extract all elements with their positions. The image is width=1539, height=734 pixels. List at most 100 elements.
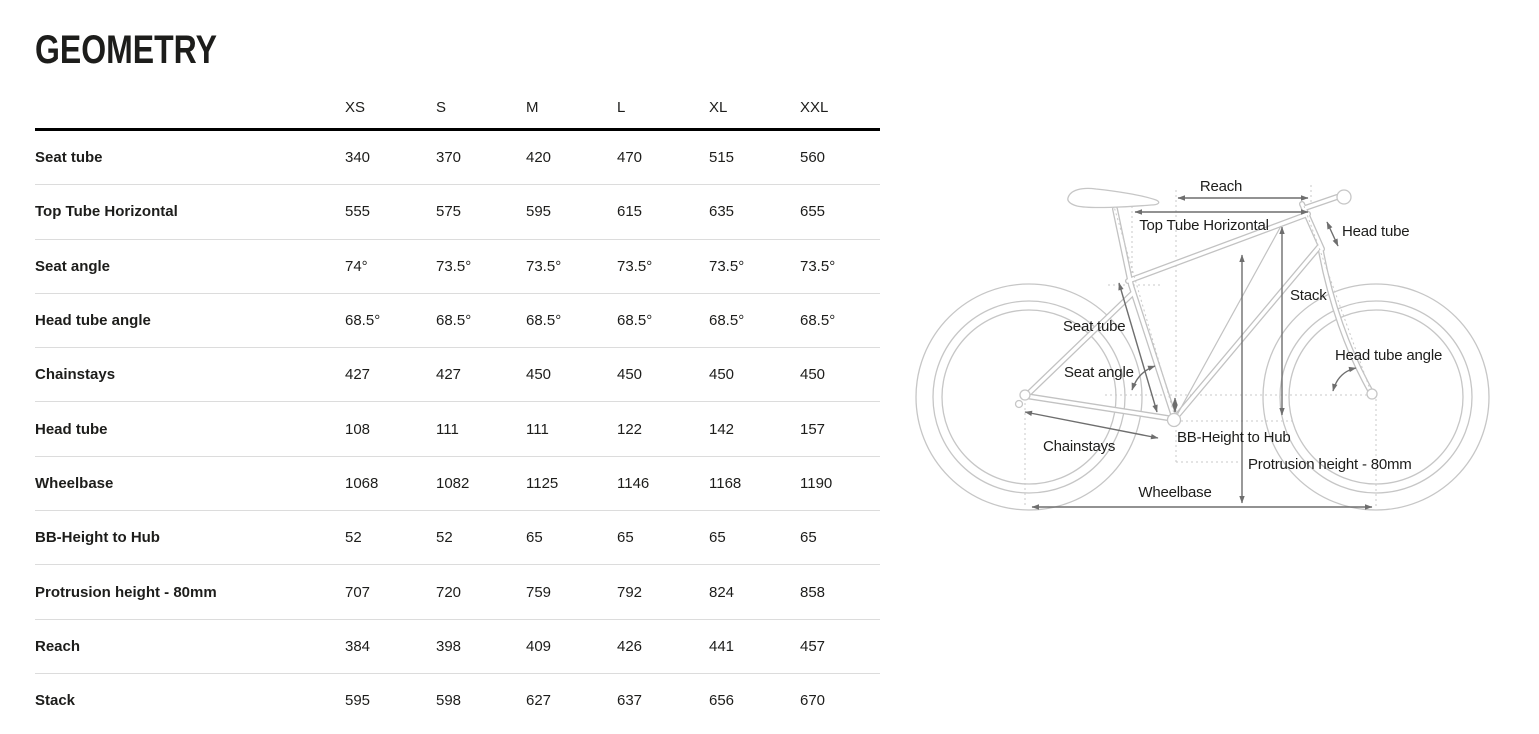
cell-value: 65 — [526, 529, 543, 547]
cell-value: 595 — [526, 203, 552, 221]
cell-value: 858 — [800, 583, 826, 601]
row-label: Wheelbase — [35, 474, 114, 492]
row-label: Reach — [35, 637, 81, 655]
cell-value: 450 — [709, 366, 735, 384]
rear-hub — [1014, 389, 1031, 409]
diagram-label-head-tube: Head tube — [1342, 223, 1409, 240]
table-row: Stack 595 598 627 637 656 670 — [35, 674, 880, 727]
row-label: Head tube angle — [35, 312, 151, 330]
table-row: Reach 384 398 409 426 441 457 — [35, 620, 880, 674]
diagram-label-stack: Stack — [1290, 287, 1327, 304]
diagram-label-seat-angle: Seat angle — [1064, 364, 1134, 381]
cell-value: 627 — [526, 692, 552, 710]
cell-value: 427 — [436, 366, 462, 384]
cell-value: 450 — [617, 366, 643, 384]
table-row: BB-Height to Hub 52 52 65 65 65 65 — [35, 511, 880, 566]
cell-value: 457 — [800, 637, 826, 655]
cell-value: 68.5° — [800, 312, 836, 330]
cell-value: 1068 — [345, 474, 379, 492]
cell-value: 111 — [526, 420, 549, 438]
cell-value: 65 — [617, 529, 634, 547]
row-label: Seat angle — [35, 257, 111, 275]
cell-value: 615 — [617, 203, 643, 221]
cell-value: 65 — [800, 529, 817, 547]
row-label: Protrusion height - 80mm — [35, 583, 217, 601]
cell-value: 1168 — [709, 474, 742, 492]
table-row: Top Tube Horizontal 555 575 595 615 635 655 — [35, 185, 880, 240]
cell-value: 656 — [709, 692, 735, 710]
table-body: Seat tube 340 370 420 470 515 560 Top Tube Hori… — [35, 131, 880, 727]
cell-value: 707 — [345, 583, 371, 601]
front-hub — [1366, 388, 1378, 400]
cell-value: 142 — [709, 420, 735, 438]
cell-value: 73.5° — [709, 257, 745, 275]
size-column-header: XS — [345, 98, 366, 116]
cell-value: 595 — [345, 692, 371, 710]
bottom-bracket — [1166, 412, 1182, 428]
table-row: Head tube 108 111 111 122 142 157 — [35, 402, 880, 457]
cell-value: 575 — [436, 203, 462, 221]
table-row: Protrusion height - 80mm 707 720 759 792 824 8… — [35, 565, 880, 620]
cell-value: 68.5° — [617, 312, 653, 330]
frame-brace-line — [1176, 225, 1282, 416]
handlebar-grip — [1336, 189, 1352, 205]
cell-value: 427 — [345, 366, 371, 384]
table-row: Seat tube 340 370 420 470 515 560 — [35, 131, 880, 186]
diagram-label-top-tube-horizontal: Top Tube Horizontal — [1139, 217, 1269, 234]
cell-value: 450 — [800, 366, 826, 384]
cell-value: 370 — [436, 149, 462, 167]
bike-geometry-diagram: Reach Top Tube Horizontal Head tube Stac… — [890, 140, 1539, 544]
row-label: Chainstays — [35, 366, 116, 384]
size-column-header: XL — [709, 98, 728, 116]
cell-value: 398 — [436, 637, 462, 655]
cell-value: 441 — [709, 637, 735, 655]
diagram-label-seat-tube: Seat tube — [1063, 318, 1125, 335]
cell-value: 68.5° — [436, 312, 472, 330]
cell-value: 450 — [526, 366, 552, 384]
table-row: Wheelbase 1068 1082 1125 1146 1168 1190 — [35, 457, 880, 512]
bike-diagram-svg: Reach Top Tube Horizontal Head tube Stac… — [915, 178, 1490, 511]
cell-value: 65 — [709, 529, 726, 547]
dimension-arrows — [1024, 195, 1373, 510]
cell-value: 68.5° — [526, 312, 562, 330]
cell-value: 792 — [617, 583, 643, 601]
cell-value: 655 — [800, 203, 826, 221]
cell-value: 73.5° — [526, 257, 562, 275]
cell-value: 426 — [617, 637, 643, 655]
cell-value: 555 — [345, 203, 371, 221]
geometry-table: XS S M L XL XXL Seat tube 340 370 420 470 515 560 To… — [35, 86, 880, 727]
cell-value: 384 — [345, 637, 371, 655]
head-tube-dimension-arrow — [1326, 221, 1339, 247]
diagram-label-bb-height-to-hub: BB-Height to Hub — [1177, 429, 1291, 446]
cell-value: 73.5° — [617, 257, 653, 275]
table-row: Head tube angle 68.5° 68.5° 68.5° 68.5° 68.5°… — [35, 294, 880, 349]
cell-value: 515 — [709, 149, 735, 167]
row-label: Top Tube Horizontal — [35, 203, 178, 221]
cell-value: 824 — [709, 583, 735, 601]
seat-tube-dimension-arrow — [1118, 282, 1158, 413]
cell-value: 157 — [800, 420, 826, 438]
diagram-labels: Reach Top Tube Horizontal Head tube Stac… — [1043, 178, 1442, 501]
cell-value: 1125 — [526, 474, 559, 492]
cell-value: 670 — [800, 692, 826, 710]
cell-value: 635 — [709, 203, 735, 221]
row-label: Head tube — [35, 420, 108, 438]
cell-value: 637 — [617, 692, 643, 710]
head-tube-angle-arc-arrow — [1332, 366, 1357, 392]
table-row: Seat angle 74° 73.5° 73.5° 73.5° 73.5° 73.5° — [35, 240, 880, 294]
size-column-header: S — [436, 98, 447, 116]
cell-value: 560 — [800, 149, 826, 167]
chainstays-dimension-arrow — [1024, 410, 1159, 440]
row-label: Stack — [35, 692, 76, 710]
cell-value: 108 — [345, 420, 371, 438]
cell-value: 720 — [436, 583, 462, 601]
cell-value: 598 — [436, 692, 462, 710]
cell-value: 68.5° — [345, 312, 381, 330]
seat-angle-arc-arrow — [1131, 365, 1156, 391]
cell-value: 1190 — [800, 474, 833, 492]
cell-value: 759 — [526, 583, 552, 601]
cell-value: 52 — [436, 529, 453, 547]
cell-value: 68.5° — [709, 312, 745, 330]
cell-value: 1146 — [617, 474, 650, 492]
